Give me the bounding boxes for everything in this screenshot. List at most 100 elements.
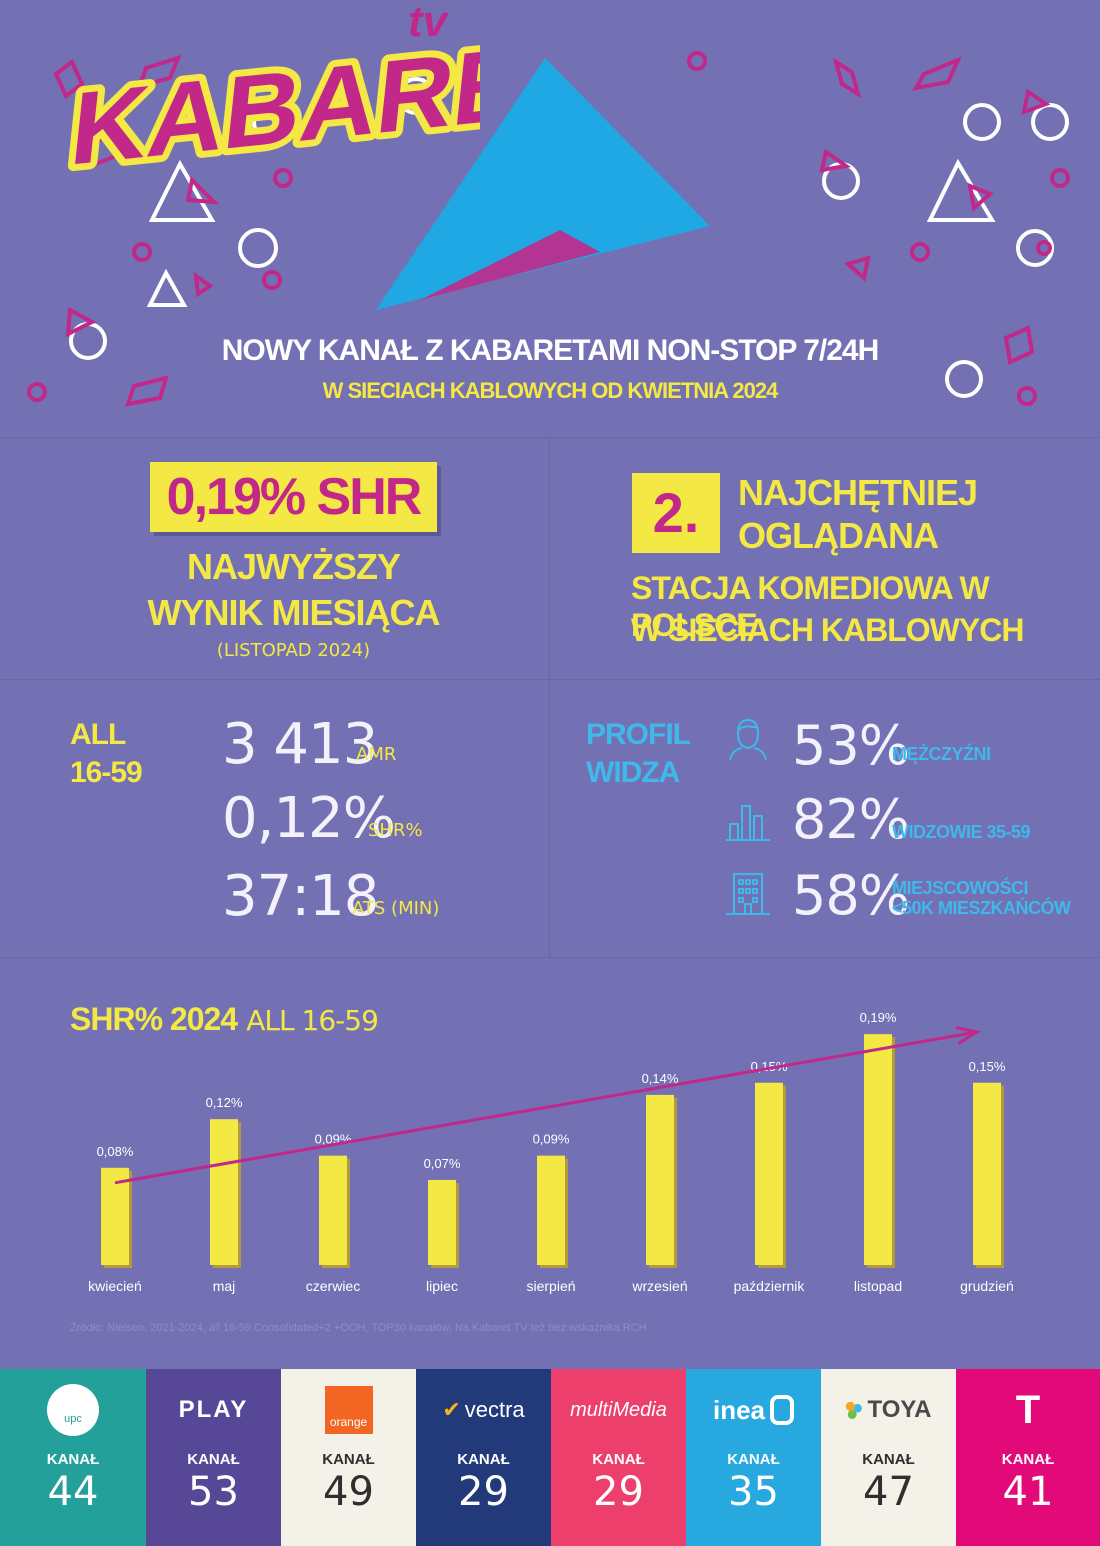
best-shr-value: 0,19% SHR [166,468,423,526]
headline: NOWY KANAŁ Z KABARETAMI NON-STOP 7/24H [221,334,880,367]
play-logo: PLAY [146,1385,281,1435]
rank-badge: 2. [632,473,720,553]
vectra-mark-icon: ✔ [442,1397,461,1423]
profile-label-town1: MIEJSCOWOŚCI [892,878,1029,898]
operator-inea: inea KANAŁ 35 [686,1369,821,1546]
rank-station2: W SIECIACH KABLOWYCH [631,612,1024,648]
toya-logo-text: TOYA [867,1396,932,1423]
channel-number: 29 [458,1469,509,1515]
profile-title1: PROFIL [586,718,691,751]
channel-number: 41 [1002,1469,1054,1515]
hero: KABARET KABARET tv NOWY KANAŁ Z KABARETA… [0,0,1100,437]
metrics-group2: 16-59 [70,756,143,789]
shr-label: SHR% [368,820,423,841]
channel-number: 47 [863,1469,914,1515]
profile-label-men: MĘŻCZYŹNI [892,744,991,764]
channel-number: 53 [188,1469,239,1515]
data-label: 0,14% [642,1071,679,1086]
bar [755,1082,783,1265]
bar [537,1155,565,1265]
x-tick-label: maj [213,1278,236,1294]
bar [646,1094,674,1265]
upc-logo: upc [0,1384,146,1436]
x-tick-label: kwiecień [88,1278,142,1294]
profile-value-age: 82% [792,788,910,851]
orange-logo-text: orange [329,1415,368,1429]
bar-chart-icon [726,805,770,841]
kanal-label: KANAŁ [457,1451,510,1468]
man-icon [729,718,767,761]
rank-line2: OGLĄDANA [738,515,939,556]
x-tick-label: listopad [854,1278,902,1294]
trend-line [114,1030,978,1185]
operator-orange: orange KANAŁ 49 [281,1369,416,1546]
inea-logo-text: inea [712,1394,766,1425]
play-logo-text: PLAY [178,1396,249,1423]
operator-vectra: ✔ vectra KANAŁ 29 [416,1369,551,1546]
source-note: Źródło: Nielsen, 2021-2024, all 16-59 Co… [70,1322,647,1334]
orange-logo: orange [281,1385,416,1435]
best-month-line2: WYNIK MIESIĄCA [147,592,441,633]
amr-label: AMR [356,744,397,765]
bar [973,1082,1001,1265]
rank-line1: NAJCHĘTNIEJ [738,472,978,513]
upc-logo-text: upc [64,1413,82,1425]
t-mobile-logo-text: T [1015,1387,1041,1432]
operator-toya: TOYA KANAŁ 47 [821,1369,956,1546]
x-tick-label: lipiec [426,1278,458,1294]
data-label: 0,07% [424,1156,461,1171]
x-tick-label: październik [734,1278,806,1294]
bar [864,1034,892,1265]
kanal-label: KANAŁ [727,1451,780,1468]
best-month-line1: NAJWYŻSZY [186,546,401,587]
data-label: 0,09% [533,1132,570,1147]
operator-multimedia: multiMedia KANAŁ 29 [551,1369,686,1546]
shr-bar-chart: 0,08% kwiecień 0,12% maj 0,09% czerwiec 0,07% l… [88,1010,1014,1294]
vectra-logo-text: vectra [464,1397,525,1422]
inea-logo: inea [686,1385,821,1435]
trend-arrow-head [955,1026,981,1045]
rank-number: 2. [652,481,700,544]
kanal-label: KANAŁ [46,1451,100,1468]
rank-station1: STACJA KOMEDIOWA W POLSCE [631,570,990,643]
chart-title: SHR% 2024 ALL 16-59 [70,1000,379,1038]
vectra-logo: ✔ vectra [416,1385,551,1435]
operators-footer: upc KANAŁ 44 PLAY KANAŁ 53 orange KANAŁ 49 ✔ vectr… [0,1369,1100,1546]
data-label: 0,08% [97,1144,134,1159]
channel-number: 35 [728,1469,779,1515]
chart-title-sub: ALL 16-59 [246,1004,379,1037]
channel-number: 29 [593,1469,644,1515]
bar [210,1119,238,1265]
inea-swirl-icon [770,1395,795,1425]
x-tick-label: grudzień [960,1278,1014,1294]
x-tick-label: czerwiec [306,1278,360,1294]
channel-number: 44 [47,1469,99,1515]
bar [428,1179,456,1265]
profile-title2: WIDZA [586,756,680,789]
operator-upc: upc KANAŁ 44 [0,1369,146,1546]
subline: W SIECIACH KABLOWYCH OD KWIETNIA 2024 [322,378,779,403]
multimedia-logo: multiMedia [551,1385,686,1435]
shr-value: 0,12% [222,786,396,851]
best-shr-badge: 0,19% SHR [150,462,437,532]
divider [0,957,1100,958]
ats-label: ATS (MIN) [352,898,440,919]
t-mobile-logo: T [956,1385,1100,1435]
profile-value-men: 53% [792,714,910,777]
ats-value: 37:18 [222,864,379,929]
decorative-shapes [27,51,1070,407]
x-tick-label: wrzesień [631,1278,687,1294]
divider [0,437,1100,438]
kabaret-tv-logo: KABARET KABARET tv [59,0,480,180]
divider [0,679,1100,680]
kanal-label: KANAŁ [862,1451,915,1468]
logo-suffix: tv [408,0,450,46]
kanal-label: KANAŁ [1001,1451,1055,1468]
amr-value: 3 413 [222,712,378,777]
x-tick-label: sierpień [526,1278,575,1294]
operator-t-mobile: T KANAŁ 41 [956,1369,1100,1546]
toya-dots-icon [845,1401,864,1419]
data-label: 0,19% [860,1010,897,1025]
divider-vertical [549,437,550,957]
